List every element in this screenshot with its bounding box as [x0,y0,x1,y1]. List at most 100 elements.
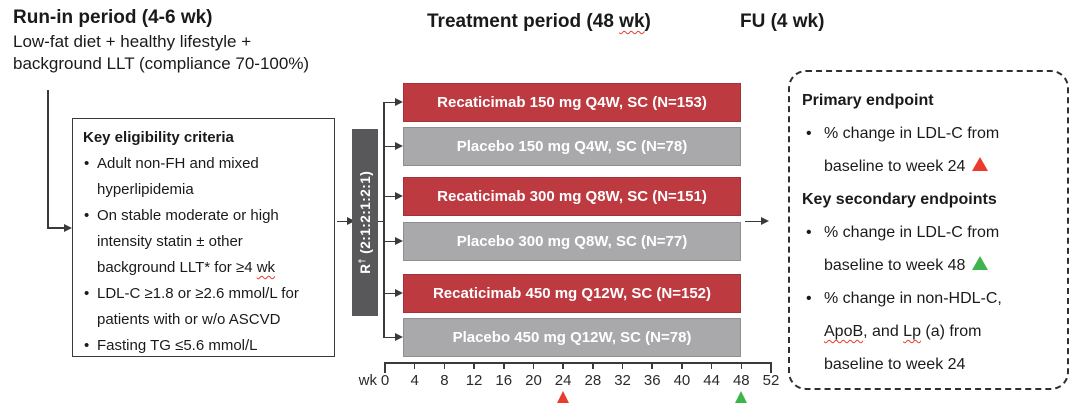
branch-arrowhead-icon [395,237,403,245]
branch-line [383,195,395,198]
run-in-subtitle-line2: background LLT (compliance 70-100%) [13,54,310,73]
branch-arrowhead-icon [395,333,403,341]
primary-endpoint-title: Primary endpoint [802,92,934,109]
run-in-connector-hline [47,227,64,229]
axis-tick-label: 16 [495,372,513,389]
endpoint-item-text: % change in non-HDL-C, ApoB, and Lp (a) … [824,290,1002,373]
arm-bar-4: Placebo 300 mg Q8W, SC (N=77) [403,222,741,261]
axis-tick [413,362,416,369]
eligibility-to-r-line [337,220,347,222]
run-in-subtitle: Low-fat diet + healthy lifestyle + backg… [13,31,309,75]
branch-line [383,145,395,148]
axis-tick-label: 32 [614,372,631,389]
endpoint-item-text: % change in LDL-C from baseline to week … [824,125,1000,175]
randomization-ratio: (2:1:2:1:2:1) [358,170,374,259]
eligibility-item: • Adult non-FH and mixed hyperlipidemia [83,151,322,203]
secondary-endpoints-title: Key secondary endpoints [802,191,997,208]
branch-line [383,336,395,339]
endpoint-text-post: (a) from baseline to week 24 [824,323,982,373]
axis-tick [473,362,475,369]
treatment-title-wk: wk [619,11,645,32]
axis-tick [532,362,535,369]
endpoint-text-lp: Lp [903,323,921,340]
eligibility-criteria-box: Key eligibility criteria • Adult non-FH … [72,118,335,357]
endpoint-item: • % change in LDL-C from baseline to wee… [802,216,1039,282]
randomization-box: R† (2:1:2:1:2:1) [352,129,378,316]
eligibility-item: • Fasting TG ≤5.6 mmol/L [83,333,322,359]
bullet-icon: • [84,207,90,224]
axis-tick [503,362,505,369]
bullet-icon: • [806,290,812,307]
eligibility-item-text: On stable moderate or high intensity sta… [97,207,279,276]
eligibility-item-text: LDL-C ≥1.8 or ≥2.6 mmol/L for patients w… [97,285,299,328]
axis-tick [681,362,683,369]
branch-trunk-line [383,102,385,338]
treatment-title-post: ) [644,11,651,32]
run-in-arrowhead-icon [64,223,72,232]
treatment-title-pre: Treatment period (48 [427,11,620,32]
arm-bar-2: Placebo 150 mg Q4W, SC (N=78) [403,127,741,166]
randomization-dagger: † [356,258,367,264]
axis-tick-label: 44 [703,372,720,389]
axis-tick [443,362,446,369]
endpoint-item-text: % change in LDL-C from baseline to week … [824,224,1000,274]
axis-tick [621,362,624,369]
eligibility-to-r-arrowhead-icon [347,217,355,225]
eligibility-item: • On stable moderate or high intensity s… [83,203,322,281]
arms-to-endpoints-line [745,220,761,222]
bullet-icon: • [806,125,812,142]
branch-arrowhead-icon [395,142,403,150]
endpoint-item: • % change in non-HDL-C, ApoB, and Lp (a… [802,282,1039,381]
branch-arrowhead-icon [395,289,403,297]
randomization-r: R [358,263,374,275]
bullet-icon: • [84,337,90,354]
eligibility-item-text-wk: wk [256,259,276,276]
endpoint-item: • % change in LDL-C from baseline to wee… [802,117,1039,183]
axis-tick-label: 24 [554,372,572,389]
axis-tick-label: 52 [762,372,780,389]
endpoint-text-mid: , and [863,323,904,340]
arm-bar-5: Recaticimab 450 mg Q12W, SC (N=152) [403,274,741,313]
axis-tick-label: 48 [732,372,750,389]
eligibility-item-text: Fasting TG ≤5.6 mmol/L [97,337,258,354]
bullet-icon: • [84,285,90,302]
run-in-period-title: Run-in period (4-6 wk) [13,7,213,28]
axis-tick [384,362,386,373]
week-axis-unit: wk [358,372,377,389]
branch-arrowhead-icon [395,98,403,106]
primary-endpoint-marker-icon [556,391,569,403]
axis-tick [710,362,713,369]
red-triangle-icon [971,157,988,171]
run-in-subtitle-line1: Low-fat diet + healthy lifestyle + [13,32,252,51]
axis-tick-label: 12 [465,372,483,389]
axis-tick-label: 0 [380,372,390,389]
eligibility-item-text: Adult non-FH and mixed hyperlipidemia [97,155,259,198]
branch-arrowhead-icon [395,192,403,200]
arm-bar-1: Recaticimab 150 mg Q4W, SC (N=153) [403,83,741,122]
axis-tick-label: 40 [673,372,691,389]
axis-tick-label: 20 [525,372,542,389]
endpoint-text-apob: ApoB [824,323,864,340]
axis-tick-label: 36 [643,372,661,389]
endpoints-box: Primary endpoint • % change in LDL-C fro… [788,70,1069,390]
green-triangle-icon [971,256,988,270]
axis-tick [770,362,772,373]
eligibility-item: • LDL-C ≥1.8 or ≥2.6 mmol/L for patients… [83,281,322,333]
axis-tick-label: 4 [410,372,419,389]
run-in-connector-vline [47,90,49,228]
branch-line [383,101,395,104]
arms-to-endpoints-arrowhead-icon [761,217,769,225]
axis-tick [651,362,653,369]
axis-tick [592,362,594,369]
r-stub-line [378,220,383,222]
secondary-endpoint-marker-icon [734,391,747,403]
week-axis-line [385,362,772,364]
branch-line [383,240,395,243]
randomization-label: R† (2:1:2:1:2:1) [357,171,374,274]
bullet-icon: • [84,155,90,172]
arm-bar-3: Recaticimab 300 mg Q8W, SC (N=151) [403,177,741,216]
axis-tick-label: 8 [440,372,449,389]
axis-tick [740,362,743,369]
bullet-icon: • [806,224,812,241]
